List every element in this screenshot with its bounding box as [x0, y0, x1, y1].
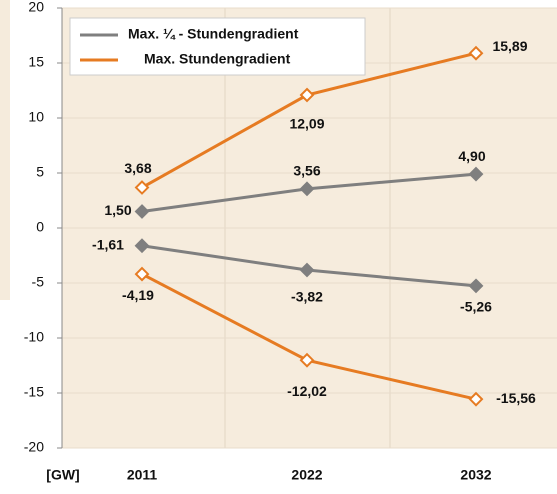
y-tick-label: -10	[24, 329, 44, 345]
marker	[134, 238, 150, 254]
legend-label: Max. ¼ - Stundengradient	[128, 26, 299, 42]
x-tick-label: 2032	[460, 467, 491, 483]
marker	[299, 87, 315, 103]
legend-label: Max. Stundengradient	[144, 51, 291, 67]
x-axis-label: [GW]	[46, 467, 79, 483]
x-tick-label: 2011	[127, 467, 158, 483]
data-label: 4,90	[458, 148, 485, 164]
marker	[299, 262, 315, 278]
data-label: -15,56	[496, 390, 536, 406]
y-tick-label: -5	[32, 274, 45, 290]
data-label: -3,82	[291, 289, 323, 305]
marker	[468, 166, 484, 182]
y-tick-label: 20	[28, 0, 44, 15]
y-tick-label: -20	[24, 439, 44, 455]
data-label: -5,26	[460, 299, 492, 315]
marker	[468, 391, 484, 407]
data-label: 1,50	[104, 202, 131, 218]
y-tick-label: 15	[28, 54, 44, 70]
y-tick-label: 10	[28, 109, 44, 125]
data-label: 3,68	[124, 160, 151, 176]
marker	[468, 45, 484, 61]
marker	[134, 266, 150, 282]
data-label: 15,89	[492, 38, 527, 54]
neighbor-panel	[0, 0, 10, 300]
data-label: -12,02	[287, 383, 327, 399]
data-label: 12,09	[289, 116, 324, 132]
legend-box	[69, 17, 366, 76]
y-tick-label: -15	[24, 384, 44, 400]
y-tick-label: 5	[36, 164, 44, 180]
data-label: -1,61	[92, 236, 124, 252]
y-tick-label: 0	[36, 219, 44, 235]
data-label: -4,19	[122, 287, 154, 303]
marker	[134, 180, 150, 195]
marker	[468, 278, 484, 294]
marker	[299, 352, 315, 368]
x-tick-label: 2022	[291, 467, 322, 483]
legend: Max. ¼ - Stundengradient Max. Stundengrad…	[69, 17, 366, 76]
marker	[299, 181, 315, 197]
marker	[134, 204, 150, 219]
data-label: 3,56	[293, 163, 320, 179]
